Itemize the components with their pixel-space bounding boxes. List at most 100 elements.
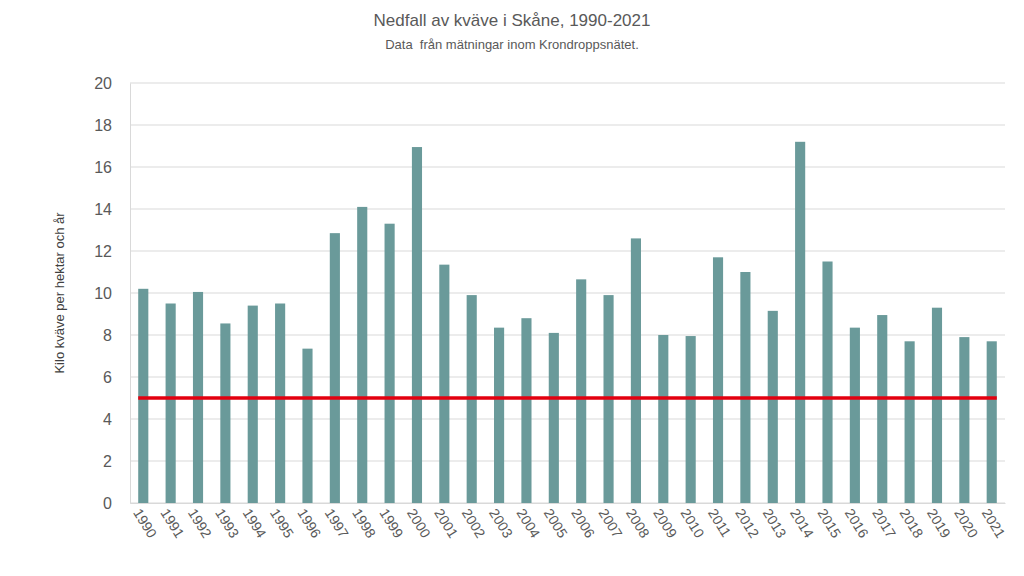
x-tick: 2000: [404, 503, 434, 541]
x-tick: 1996: [294, 503, 324, 541]
bar: [631, 238, 641, 503]
x-tick: 2009: [650, 503, 680, 541]
y-tick-label: 18: [94, 117, 112, 134]
x-axis-line: [131, 503, 1006, 504]
x-tick-label: 2000: [404, 506, 434, 541]
x-tick-label: 1996: [294, 506, 324, 541]
y-tick-label: 4: [103, 411, 112, 428]
bar: [686, 336, 696, 503]
bar: [877, 315, 887, 503]
x-tick-label: 2010: [678, 506, 708, 541]
x-tick-label: 2020: [951, 506, 981, 541]
bar: [932, 308, 942, 503]
bar: [412, 147, 422, 503]
x-tick: 2005: [541, 503, 571, 541]
plot: 0 2 4 6 8 10 12 14 16 18 20 19901991199219931994199…: [94, 75, 1009, 541]
bar: [959, 337, 969, 503]
grid-line: [130, 461, 1005, 462]
bar: [302, 349, 312, 503]
bar: [822, 262, 832, 504]
y-tick-label: 2: [103, 453, 112, 470]
x-tick-label: 1994: [240, 506, 270, 541]
grid-line: [130, 83, 1005, 84]
x-tick-label: 1999: [377, 506, 407, 541]
x-tick-label: 2005: [541, 506, 571, 541]
x-tick: 2010: [678, 503, 708, 541]
bar: [138, 289, 148, 503]
bar: [330, 233, 340, 503]
x-tick: 2018: [897, 503, 927, 541]
grid-line: [130, 125, 1005, 126]
x-tick: 2021: [979, 503, 1009, 541]
x-tick: 2016: [842, 503, 872, 541]
x-tick-label: 2001: [431, 506, 461, 541]
x-tick: 2020: [951, 503, 981, 541]
chart: 0 2 4 6 8 10 12 14 16 18 20 19901991199219931994199…: [0, 0, 1024, 576]
y-tick: 20: [94, 75, 130, 92]
x-tick: 2008: [623, 503, 653, 541]
x-tick: 1997: [322, 503, 352, 541]
grid-line: [130, 503, 1005, 504]
bar: [385, 224, 395, 503]
bar: [248, 306, 258, 503]
y-tick-label: 16: [94, 159, 112, 176]
x-tick-label: 2021: [979, 506, 1009, 541]
x-tick: 2015: [814, 503, 844, 541]
y-tick-label: 20: [94, 75, 112, 92]
y-tick: 12: [94, 243, 130, 260]
bar: [850, 328, 860, 503]
bar: [275, 304, 285, 504]
bar: [549, 333, 559, 503]
bar: [795, 142, 805, 503]
grid-line: [130, 335, 1005, 336]
y-tick-label: 10: [94, 285, 112, 302]
x-tick-label: 1993: [212, 506, 242, 541]
x-tick: 2012: [732, 503, 762, 541]
x-tick: 1998: [349, 503, 379, 541]
bar: [768, 311, 778, 503]
x-tick-label: 1995: [267, 506, 297, 541]
bar: [576, 279, 586, 503]
x-tick-label: 2007: [595, 506, 625, 541]
x-tick-label: 2019: [924, 506, 954, 541]
bar: [740, 272, 750, 503]
subtitle: Data från mätningar inom Krondroppsnätet…: [385, 37, 639, 52]
y-tick: 6: [103, 369, 130, 386]
x-tick-label: 2011: [705, 506, 735, 540]
x-tick-label: 2002: [459, 506, 489, 541]
y-tick: 4: [103, 411, 130, 428]
x-tick: 2001: [431, 503, 461, 541]
x-tick: 2004: [513, 503, 543, 541]
grid-line: [130, 293, 1005, 294]
bar: [905, 341, 915, 503]
bar: [987, 341, 997, 503]
y-tick-label: 8: [103, 327, 112, 344]
x-tick: 1995: [267, 503, 297, 541]
bar: [658, 335, 668, 503]
x-tick: 1999: [377, 503, 407, 541]
x-tick: 2019: [924, 503, 954, 541]
x-tick: 2006: [568, 503, 598, 541]
y-tick: 0: [103, 495, 130, 512]
x-tick-label: 2004: [513, 506, 543, 541]
x-tick-label: 2003: [486, 506, 516, 541]
grid-line: [130, 419, 1005, 420]
x-tick: 1993: [212, 503, 242, 541]
x-tick: 2014: [787, 503, 817, 541]
x-tick: 1990: [130, 503, 160, 541]
bar: [439, 265, 449, 503]
x-tick-label: 2016: [842, 506, 872, 541]
y-tick-label: 14: [94, 201, 112, 218]
x-tick-label: 2015: [814, 506, 844, 541]
x-tick-label: 2013: [760, 506, 790, 541]
x-axis: 1990199119921993199419951996199719981999…: [130, 503, 1009, 541]
y-tick: 2: [103, 453, 130, 470]
bar: [494, 328, 504, 503]
bar: [713, 257, 723, 503]
x-tick-label: 1990: [130, 506, 160, 541]
bar: [166, 304, 176, 504]
x-tick-label: 1997: [322, 506, 352, 541]
grid: [130, 83, 1005, 503]
x-tick-label: 1992: [185, 506, 215, 541]
x-tick: 2013: [760, 503, 790, 541]
